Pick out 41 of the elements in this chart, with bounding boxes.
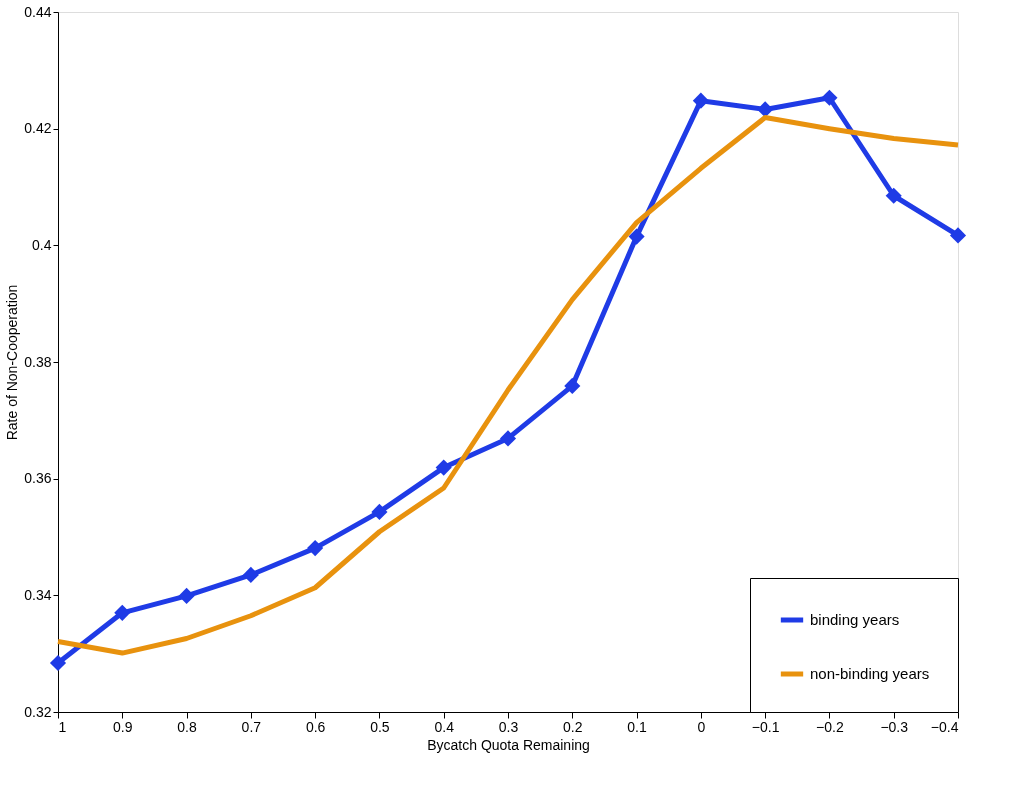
x-tick-label: 0.4: [434, 718, 455, 735]
y-tick-label: 0.32: [24, 703, 52, 720]
y-tick-label: 0.4: [32, 236, 52, 253]
point: [242, 566, 259, 583]
point: [307, 540, 324, 557]
x-tick-label: −0.2: [816, 718, 844, 735]
x-tick-label: 0.8: [177, 718, 198, 735]
x-tick-label: 0: [697, 718, 706, 735]
x-tick-label: 0.2: [563, 718, 583, 735]
point: [692, 92, 709, 109]
legend-label: binding years: [810, 611, 900, 628]
point: [949, 227, 967, 244]
point: [821, 89, 838, 106]
y-tick-label: 0.36: [24, 470, 52, 487]
x-tick-label: −0.4: [930, 718, 959, 735]
y-tick-label: 0.34: [24, 586, 52, 603]
point: [114, 604, 131, 621]
x-tick-label: 0.7: [241, 718, 262, 735]
x-tick-label: 1: [58, 718, 67, 735]
y-axis-title: Rate of Non-Cooperation: [4, 284, 21, 441]
point: [499, 430, 517, 447]
x-tick-label: 0.9: [113, 718, 133, 735]
point: [885, 187, 902, 204]
point: [371, 503, 388, 520]
x-axis-title: Bycatch Quota Remaining: [427, 736, 590, 753]
y-tick-label: 0.44: [24, 3, 52, 20]
x-tick-label: 0.1: [627, 718, 648, 735]
legend-label: non-binding years: [810, 665, 930, 682]
x-tick-label: −0.3: [880, 718, 909, 735]
x-tick-label: −0.1: [751, 718, 780, 735]
point: [757, 101, 774, 118]
point: [628, 228, 645, 245]
y-tick-label: 0.38: [24, 353, 52, 370]
point: [178, 587, 195, 604]
point: [49, 654, 67, 672]
point: [435, 459, 452, 476]
x-tick-label: 0.3: [498, 718, 519, 735]
point: [564, 377, 581, 394]
y-tick-label: 0.42: [24, 120, 52, 137]
x-tick-label: 0.6: [305, 718, 326, 735]
x-tick-label: 0.5: [370, 718, 390, 735]
